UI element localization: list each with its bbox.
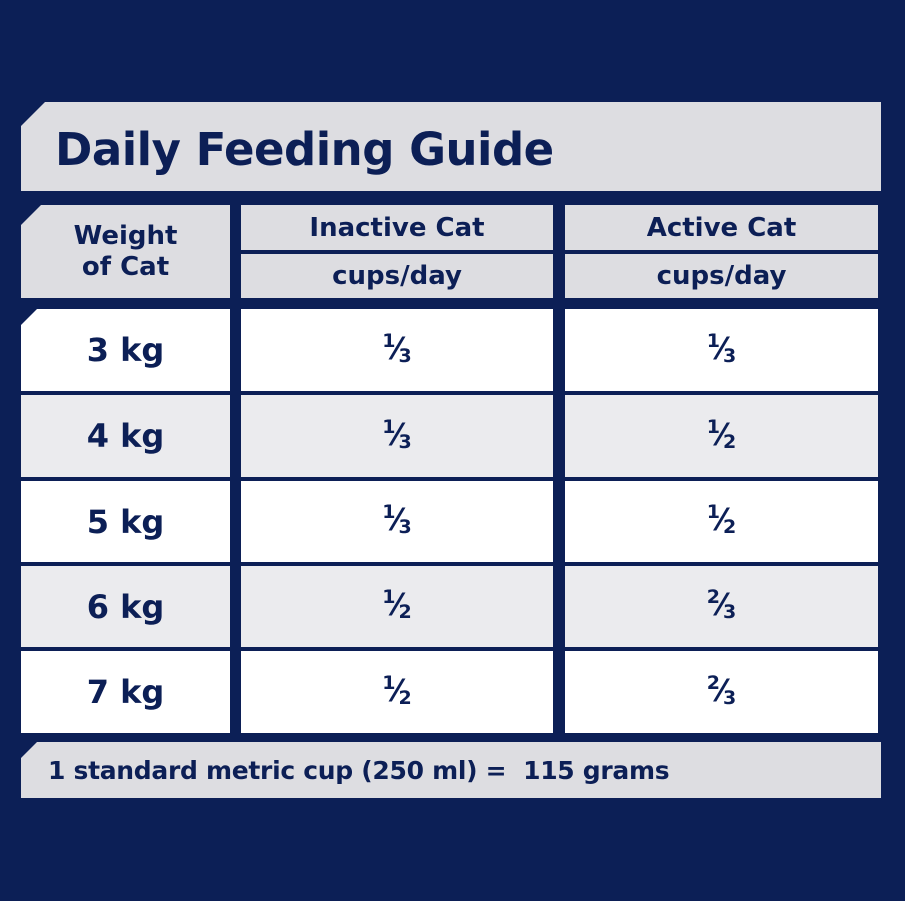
inactive-cups-fraction: 1 ⁄ 3 [382,501,412,538]
header-inactive-unit-label: cups/day [332,261,462,291]
active-cups-fraction-numerator: 1 [706,501,720,523]
inactive-cups-fraction-numerator: 1 [382,501,396,523]
inactive-cups-fraction: 1 ⁄ 3 [382,329,412,367]
inactive-cups-fraction-slash: ⁄ [394,588,400,623]
active-cups-fraction-slash: ⁄ [718,673,724,709]
inactive-cups-fraction-denominator: 2 [398,686,412,709]
inactive-cups-fraction-denominator: 3 [398,516,412,538]
header-inactive-cat: Inactive Cat [241,205,553,250]
active-cups-fraction-denominator: 3 [723,601,737,623]
active-cups-fraction-numerator: 1 [706,415,720,438]
header-weight-of-cat: Weight of Cat [21,205,230,298]
weight-cell: 6 kg [21,566,230,647]
active-cups-fraction: 2 ⁄ 3 [706,586,737,623]
inactive-cups-fraction-slash: ⁄ [394,417,400,453]
inactive-cups-fraction-numerator: 1 [382,329,396,352]
active-cups-fraction: 1 ⁄ 3 [706,329,737,367]
weight-value: 7 kg [86,673,165,711]
weight-value: 3 kg [86,331,165,369]
active-cups-fraction-numerator: 2 [706,671,720,694]
weight-cell: 5 kg [21,481,230,562]
header-inactive-unit: cups/day [241,254,553,298]
inactive-cups-cell: 1 ⁄ 3 [241,309,553,391]
active-cups-fraction-denominator: 3 [723,686,737,709]
header-inactive-label: Inactive Cat [309,212,485,243]
header-active-cat: Active Cat [565,205,878,250]
weight-value: 4 kg [86,417,165,455]
active-cups-fraction: 1 ⁄ 2 [706,415,737,453]
header-active-unit-label: cups/day [656,261,787,291]
active-cups-fraction-slash: ⁄ [718,503,724,538]
inactive-cups-cell: 1 ⁄ 3 [241,481,553,562]
active-cups-fraction-slash: ⁄ [718,331,724,367]
weight-cell: 7 kg [21,651,230,733]
page-title: Daily Feeding Guide [55,123,554,176]
active-cups-fraction-denominator: 3 [723,344,737,367]
active-cups-fraction-denominator: 2 [723,430,737,453]
active-cups-fraction-numerator: 1 [706,329,720,352]
inactive-cups-fraction-denominator: 2 [398,601,412,623]
weight-value: 6 kg [86,587,165,626]
active-cups-fraction: 1 ⁄ 2 [706,501,737,538]
weight-value: 5 kg [86,502,165,541]
active-cups-cell: 1 ⁄ 3 [565,309,878,391]
inactive-cups-cell: 1 ⁄ 3 [241,395,553,477]
footer-note: 1 standard metric cup (250 ml) = 115 gra… [48,756,670,785]
weight-cell: 4 kg [21,395,230,477]
inactive-cups-fraction-denominator: 3 [398,430,412,453]
active-cups-fraction-slash: ⁄ [718,417,724,453]
active-cups-cell: 1 ⁄ 2 [565,481,878,562]
footer-bar [21,742,881,798]
inactive-cups-fraction-slash: ⁄ [394,331,400,367]
inactive-cups-fraction-slash: ⁄ [394,503,400,538]
title-bar [21,102,881,191]
weight-cell: 3 kg [21,309,230,391]
active-cups-cell: 2 ⁄ 3 [565,651,878,733]
header-weight-line1: Weight [73,220,178,251]
active-cups-cell: 1 ⁄ 2 [565,395,878,477]
active-cups-cell: 2 ⁄ 3 [565,566,878,647]
active-cups-fraction-denominator: 2 [723,516,737,538]
header-active-label: Active Cat [646,212,797,243]
inactive-cups-fraction-denominator: 3 [398,344,412,367]
inactive-cups-cell: 1 ⁄ 2 [241,651,553,733]
header-active-unit: cups/day [565,254,878,298]
inactive-cups-fraction: 1 ⁄ 2 [382,671,412,709]
inactive-cups-fraction-numerator: 1 [382,415,396,438]
inactive-cups-fraction: 1 ⁄ 3 [382,415,412,453]
inactive-cups-fraction-numerator: 1 [382,671,396,694]
active-cups-fraction-numerator: 2 [706,586,720,608]
header-weight-line2: of Cat [81,251,170,282]
active-cups-fraction-slash: ⁄ [718,588,724,623]
inactive-cups-fraction: 1 ⁄ 2 [382,586,412,623]
inactive-cups-cell: 1 ⁄ 2 [241,566,553,647]
active-cups-fraction: 2 ⁄ 3 [706,671,737,709]
inactive-cups-fraction-numerator: 1 [382,586,396,608]
inactive-cups-fraction-slash: ⁄ [394,673,400,709]
